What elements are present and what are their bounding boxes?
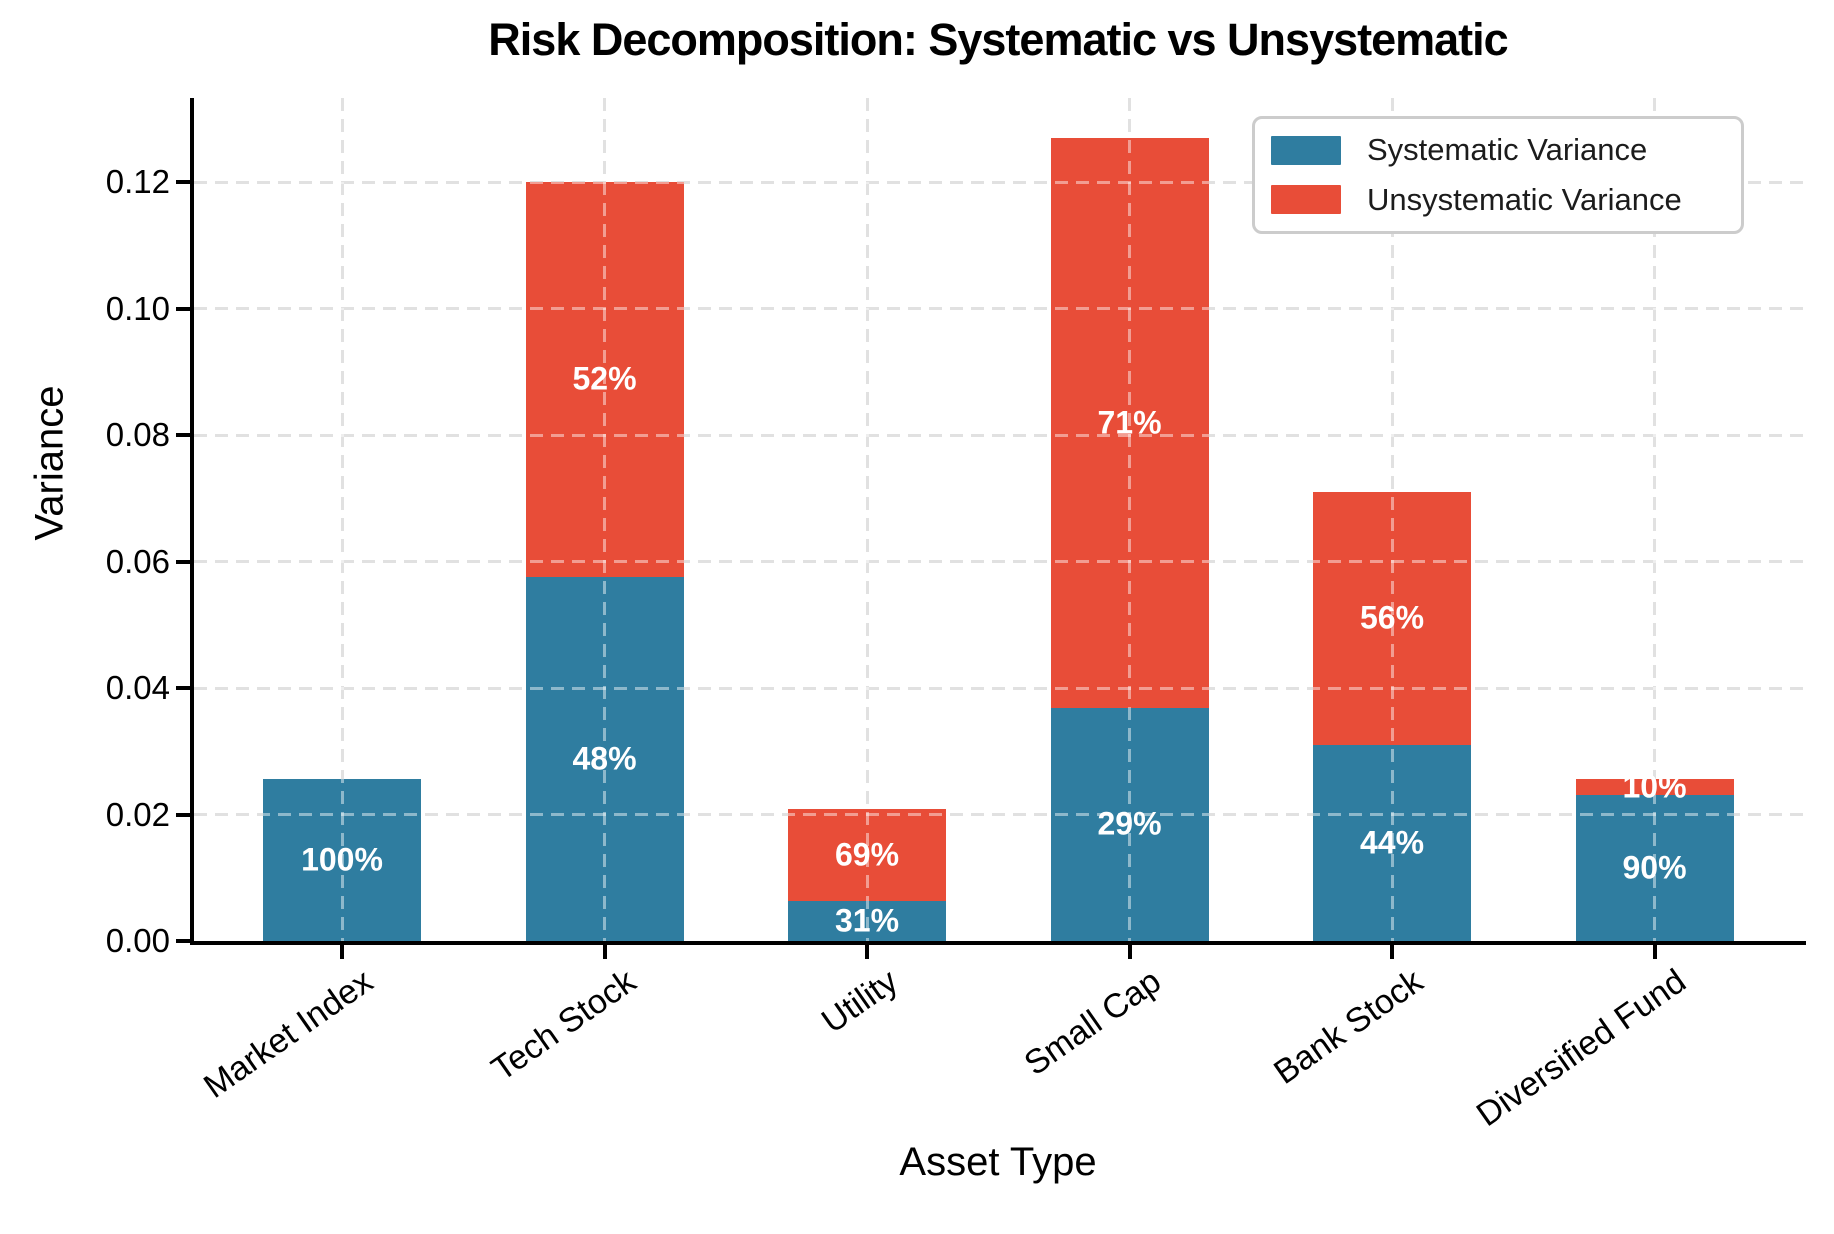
gridline-y-overlay-0.04	[194, 686, 1806, 690]
gridline-y-0.10	[194, 307, 1806, 311]
y-tick-label-0.04: 0.04	[105, 669, 170, 707]
legend-label-unsystematic: Unsystematic Variance	[1367, 181, 1682, 217]
gridline-x-overlay-1	[603, 98, 606, 941]
x-tick-2	[865, 945, 869, 959]
bar-small-cap-unsystematic	[1050, 138, 1209, 708]
bar-label-systematic-1: 48%	[572, 740, 637, 777]
bar-diversified-fund-systematic	[1575, 794, 1734, 941]
gridline-y-overlay-0.06	[194, 560, 1806, 564]
y-tick-label-0.00: 0.00	[105, 922, 170, 959]
x-tick-label-3: Small Cap	[1017, 962, 1168, 1084]
bar-bank-stock-systematic	[1313, 744, 1471, 941]
y-tick-0.12	[176, 180, 190, 185]
gridline-y-overlay-0.12	[194, 180, 1806, 184]
bar-label-systematic-2: 31%	[834, 902, 900, 939]
x-tick-label-4: Bank Stock	[1267, 962, 1430, 1092]
x-tick-5	[1652, 945, 1657, 959]
bar-bank-stock-unsystematic	[1313, 491, 1471, 745]
y-tick-0.06	[176, 559, 190, 564]
gridline-x-overlay-3	[1128, 98, 1131, 941]
gridline-y-0.08	[194, 433, 1806, 437]
bar-label-unsystematic-4: 56%	[1359, 599, 1425, 636]
legend: Systematic Variance Unsystematic Varianc…	[1252, 116, 1744, 234]
gridline-x-2	[865, 98, 869, 941]
legend-label-systematic: Systematic Variance	[1367, 132, 1648, 168]
y-tick-label-0.06: 0.06	[105, 542, 170, 580]
gridline-y-overlay-0.08	[194, 433, 1806, 437]
gridline-x-overlay-4	[1390, 98, 1394, 941]
chart-title: Risk Decomposition: Systematic vs Unsyst…	[488, 14, 1508, 65]
y-tick-label-0.02: 0.02	[105, 795, 170, 833]
y-tick-0.04	[176, 686, 190, 691]
gridline-x-overlay-0	[340, 98, 344, 941]
x-tick-4	[1390, 945, 1394, 959]
y-tick-label-0.12: 0.12	[105, 163, 170, 201]
x-tick-label-5: Diversified Fund	[1469, 962, 1693, 1135]
x-tick-label-1: Tech Stock	[484, 962, 643, 1089]
bar-tech-stock-systematic	[525, 576, 684, 941]
legend-swatch-unsystematic-icon	[1271, 185, 1341, 215]
x-tick-label-2: Utility	[814, 962, 905, 1041]
gridline-x-5	[1653, 98, 1656, 941]
gridline-x-overlay-5	[1653, 98, 1656, 941]
legend-item-unsystematic: Unsystematic Variance	[1271, 182, 1741, 218]
y-tick-0.10	[176, 306, 190, 311]
bar-label-systematic-5: 90%	[1622, 849, 1687, 886]
legend-swatch-systematic-icon	[1271, 135, 1341, 165]
gridline-y-0.02	[194, 813, 1806, 817]
gridline-x-overlay-2	[865, 98, 869, 941]
bar-utility-systematic	[788, 900, 946, 941]
gridline-y-0.12	[194, 180, 1806, 184]
y-tick-label-0.08: 0.08	[105, 416, 170, 454]
legend-item-systematic: Systematic Variance	[1271, 132, 1741, 168]
bar-label-systematic-4: 44%	[1359, 824, 1425, 861]
y-tick-0.08	[176, 433, 190, 438]
y-tick-label-0.10: 0.10	[105, 289, 170, 327]
gridline-y-0.04	[194, 686, 1806, 690]
bar-tech-stock-unsystematic	[525, 182, 684, 577]
y-axis-title: Variance	[27, 385, 72, 541]
bar-utility-unsystematic	[788, 809, 946, 901]
x-tick-3	[1127, 945, 1132, 959]
y-tick-0.02	[176, 812, 190, 817]
bar-label-unsystematic-1: 52%	[572, 360, 637, 397]
bar-label-unsystematic-2: 69%	[834, 836, 900, 873]
bar-label-unsystematic-5: 10%	[1622, 768, 1687, 805]
bar-small-cap-systematic	[1050, 707, 1209, 941]
gridline-x-0	[340, 98, 344, 941]
gridline-y-overlay-0.02	[194, 813, 1806, 817]
x-axis-title: Asset Type	[899, 1140, 1097, 1184]
gridline-y-overlay-0.10	[194, 307, 1806, 311]
x-tick-0	[340, 945, 344, 959]
bar-label-unsystematic-3: 71%	[1097, 404, 1162, 441]
bar-label-systematic-3: 29%	[1097, 805, 1162, 842]
x-tick-label-0: Market Index	[197, 962, 380, 1106]
bar-market-index-systematic	[263, 779, 421, 941]
gridline-y-0.06	[194, 560, 1806, 564]
bar-label-systematic-0: 100%	[301, 841, 383, 878]
plot-area: 100% 48% 52% 31% 69% 29% 71% 44% 56% 90% 10%	[190, 98, 1806, 945]
y-tick-0.00	[176, 939, 190, 943]
x-tick-1	[602, 945, 607, 959]
bar-diversified-fund-unsystematic	[1575, 779, 1734, 795]
